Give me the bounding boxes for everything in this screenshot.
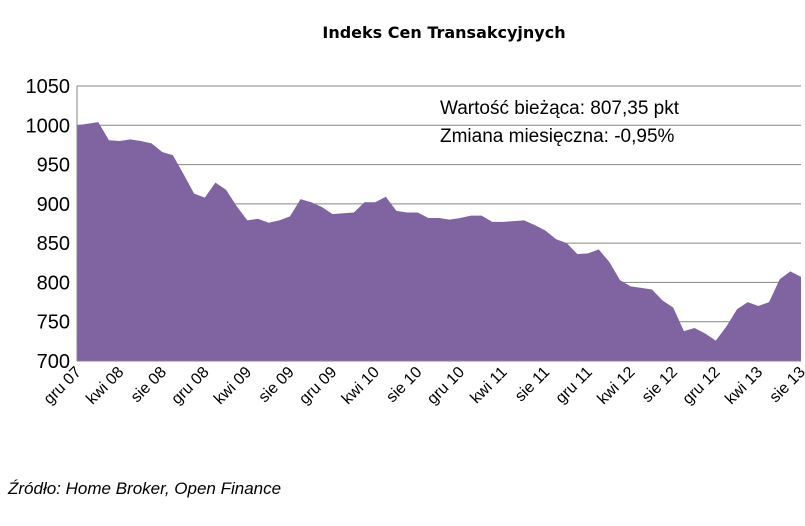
chart-title: Indeks Cen Transakcyjnych: [322, 23, 565, 42]
x-tick-label: kwi 08: [83, 364, 127, 408]
x-tick-label: kwi 13: [722, 364, 766, 408]
source-note: Źródło: Home Broker, Open Finance: [8, 479, 282, 498]
x-tick-label: gru 12: [680, 364, 724, 408]
current-value-annotation: Wartość bieżąca: 807,35 pkt: [440, 98, 680, 119]
y-axis-ticks: 700 750 800 850 900 950 1000 1050: [26, 76, 71, 373]
y-tick-label: 1050: [26, 76, 71, 98]
x-tick-label: sie 13: [767, 364, 805, 406]
monthly-change-annotation: Zmiana miesięczna: -0,95%: [440, 126, 675, 147]
y-tick-label: 950: [37, 155, 70, 177]
y-tick-label: 750: [37, 312, 70, 334]
x-tick-label: sie 09: [256, 364, 298, 406]
x-tick-label: kwi 10: [339, 364, 383, 408]
y-tick-label: 850: [37, 233, 70, 255]
x-tick-label: sie 12: [639, 364, 681, 406]
x-tick-label: sie 11: [512, 364, 553, 405]
x-tick-label: sie 08: [128, 364, 170, 406]
y-tick-label: 800: [37, 272, 70, 294]
axes: [76, 86, 801, 362]
x-tick-label: gru 09: [296, 364, 340, 408]
y-tick-label: 700: [37, 351, 70, 373]
x-tick-label: gru 08: [168, 364, 212, 408]
x-tick-label: gru 11: [553, 364, 596, 407]
x-tick-label: kwi 12: [594, 364, 638, 408]
x-tick-label: gru 10: [424, 364, 468, 408]
x-tick-label: kwi 09: [211, 364, 255, 408]
y-tick-label: 900: [37, 194, 70, 216]
x-tick-label: sie 10: [383, 364, 425, 406]
x-tick-label: kwi 11: [467, 364, 510, 407]
y-tick-label: 1000: [26, 115, 71, 137]
area-series: [77, 122, 801, 361]
